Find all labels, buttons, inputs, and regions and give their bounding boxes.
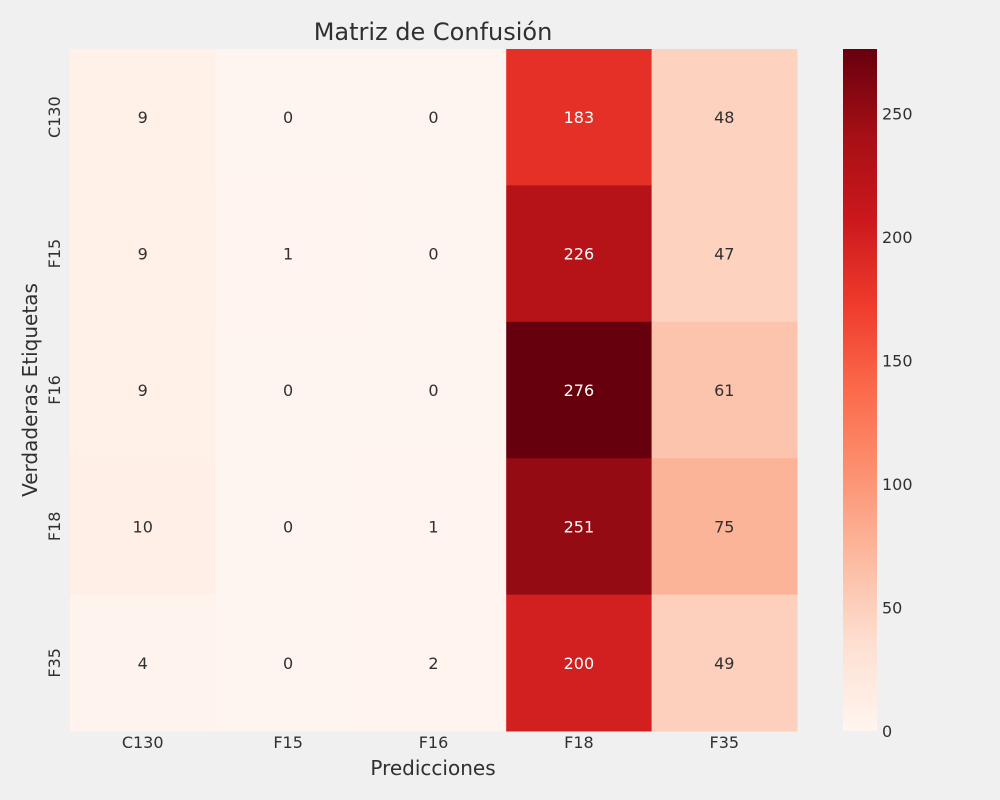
heatmap-cell-label: 276: [564, 381, 595, 400]
heatmap-cell: [506, 49, 653, 186]
heatmap-cell: [215, 321, 362, 459]
y-tick-label: F16: [45, 375, 64, 405]
heatmap-cell-label: 49: [714, 654, 734, 673]
heatmap-cell: [215, 49, 362, 186]
chart-title: Matriz de Confusión: [314, 18, 553, 46]
heatmap-cell: [651, 49, 798, 186]
colorbar-tick-label: 100: [882, 475, 913, 494]
y-tick-label: F35: [45, 648, 64, 678]
heatmap-cell-label: 0: [283, 381, 293, 400]
heatmap-cell-label: 200: [564, 654, 595, 673]
heatmap-cell: [215, 185, 362, 323]
heatmap-cell-label: 183: [564, 108, 595, 127]
heatmap-cell: [360, 594, 507, 732]
heatmap-cell-label: 0: [428, 245, 438, 264]
heatmap-cell: [651, 185, 798, 323]
y-axis-label: Verdaderas Etiquetas: [18, 283, 42, 497]
heatmap-cell: [360, 185, 507, 323]
colorbar-tick-label: 250: [882, 104, 913, 123]
heatmap-cell: [506, 458, 653, 596]
heatmap-cell-label: 9: [138, 108, 148, 127]
heatmap-cell-label: 10: [133, 517, 153, 536]
heatmap-cell: [506, 321, 653, 459]
colorbar: [843, 49, 877, 731]
colorbar-tick-label: 150: [882, 351, 913, 370]
heatmap-cell-label: 4: [138, 654, 148, 673]
heatmap-cell: [70, 458, 216, 596]
x-tick-label: F18: [564, 733, 594, 752]
heatmap-cell: [651, 594, 798, 732]
heatmap-cell: [651, 458, 798, 596]
heatmap-cell: [360, 49, 507, 186]
heatmap-cell: [651, 321, 798, 459]
colorbar-tick-label: 200: [882, 228, 913, 247]
heatmap-cell: [70, 594, 216, 732]
heatmap-cells: [70, 49, 798, 732]
heatmap-cell-label: 1: [283, 245, 293, 264]
heatmap-cell: [70, 321, 216, 459]
colorbar-ticks: 0 50 100 150 200 250: [882, 104, 913, 741]
heatmap-cell: [360, 458, 507, 596]
y-tick-label: F15: [45, 239, 64, 269]
heatmap-cell: [506, 185, 653, 323]
y-axis-ticks: C130 F15 F16 F18 F35: [45, 96, 64, 677]
heatmap-cell-label: 48: [714, 108, 734, 127]
heatmap-cell-label: 61: [714, 381, 734, 400]
heatmap-cell-label: 75: [714, 517, 734, 536]
heatmap-cell-label: 251: [564, 517, 595, 536]
x-tick-label: F15: [273, 733, 303, 752]
heatmap-cell-label: 226: [564, 245, 595, 264]
heatmap-cell: [360, 321, 507, 459]
x-tick-label: F35: [710, 733, 740, 752]
heatmap-cell-label: 9: [138, 245, 148, 264]
colorbar-tick-label: 0: [882, 722, 892, 741]
heatmap-cell: [215, 594, 362, 732]
heatmap-cell-label: 1: [428, 517, 438, 536]
y-tick-label: C130: [45, 96, 64, 138]
x-tick-label: C130: [122, 733, 164, 752]
colorbar-tick-label: 50: [882, 598, 902, 617]
x-axis-ticks: C130 F15 F16 F18 F35: [122, 733, 739, 752]
y-tick-label: F18: [45, 512, 64, 542]
heatmap-cell-label: 47: [714, 245, 734, 264]
heatmap-cell: [70, 49, 216, 186]
heatmap-cell-label: 0: [428, 108, 438, 127]
heatmap-cell-label: 2: [428, 654, 438, 673]
heatmap-cell-label: 0: [428, 381, 438, 400]
heatmap-cell-label: 0: [283, 108, 293, 127]
heatmap-cell: [215, 458, 362, 596]
heatmap-cell-label: 0: [283, 654, 293, 673]
x-axis-label: Predicciones: [370, 756, 495, 780]
x-tick-label: F16: [419, 733, 449, 752]
heatmap-cell: [70, 185, 216, 323]
heatmap-cell: [506, 594, 653, 732]
heatmap-cell-label: 0: [283, 517, 293, 536]
heatmap-cell-label: 9: [138, 381, 148, 400]
